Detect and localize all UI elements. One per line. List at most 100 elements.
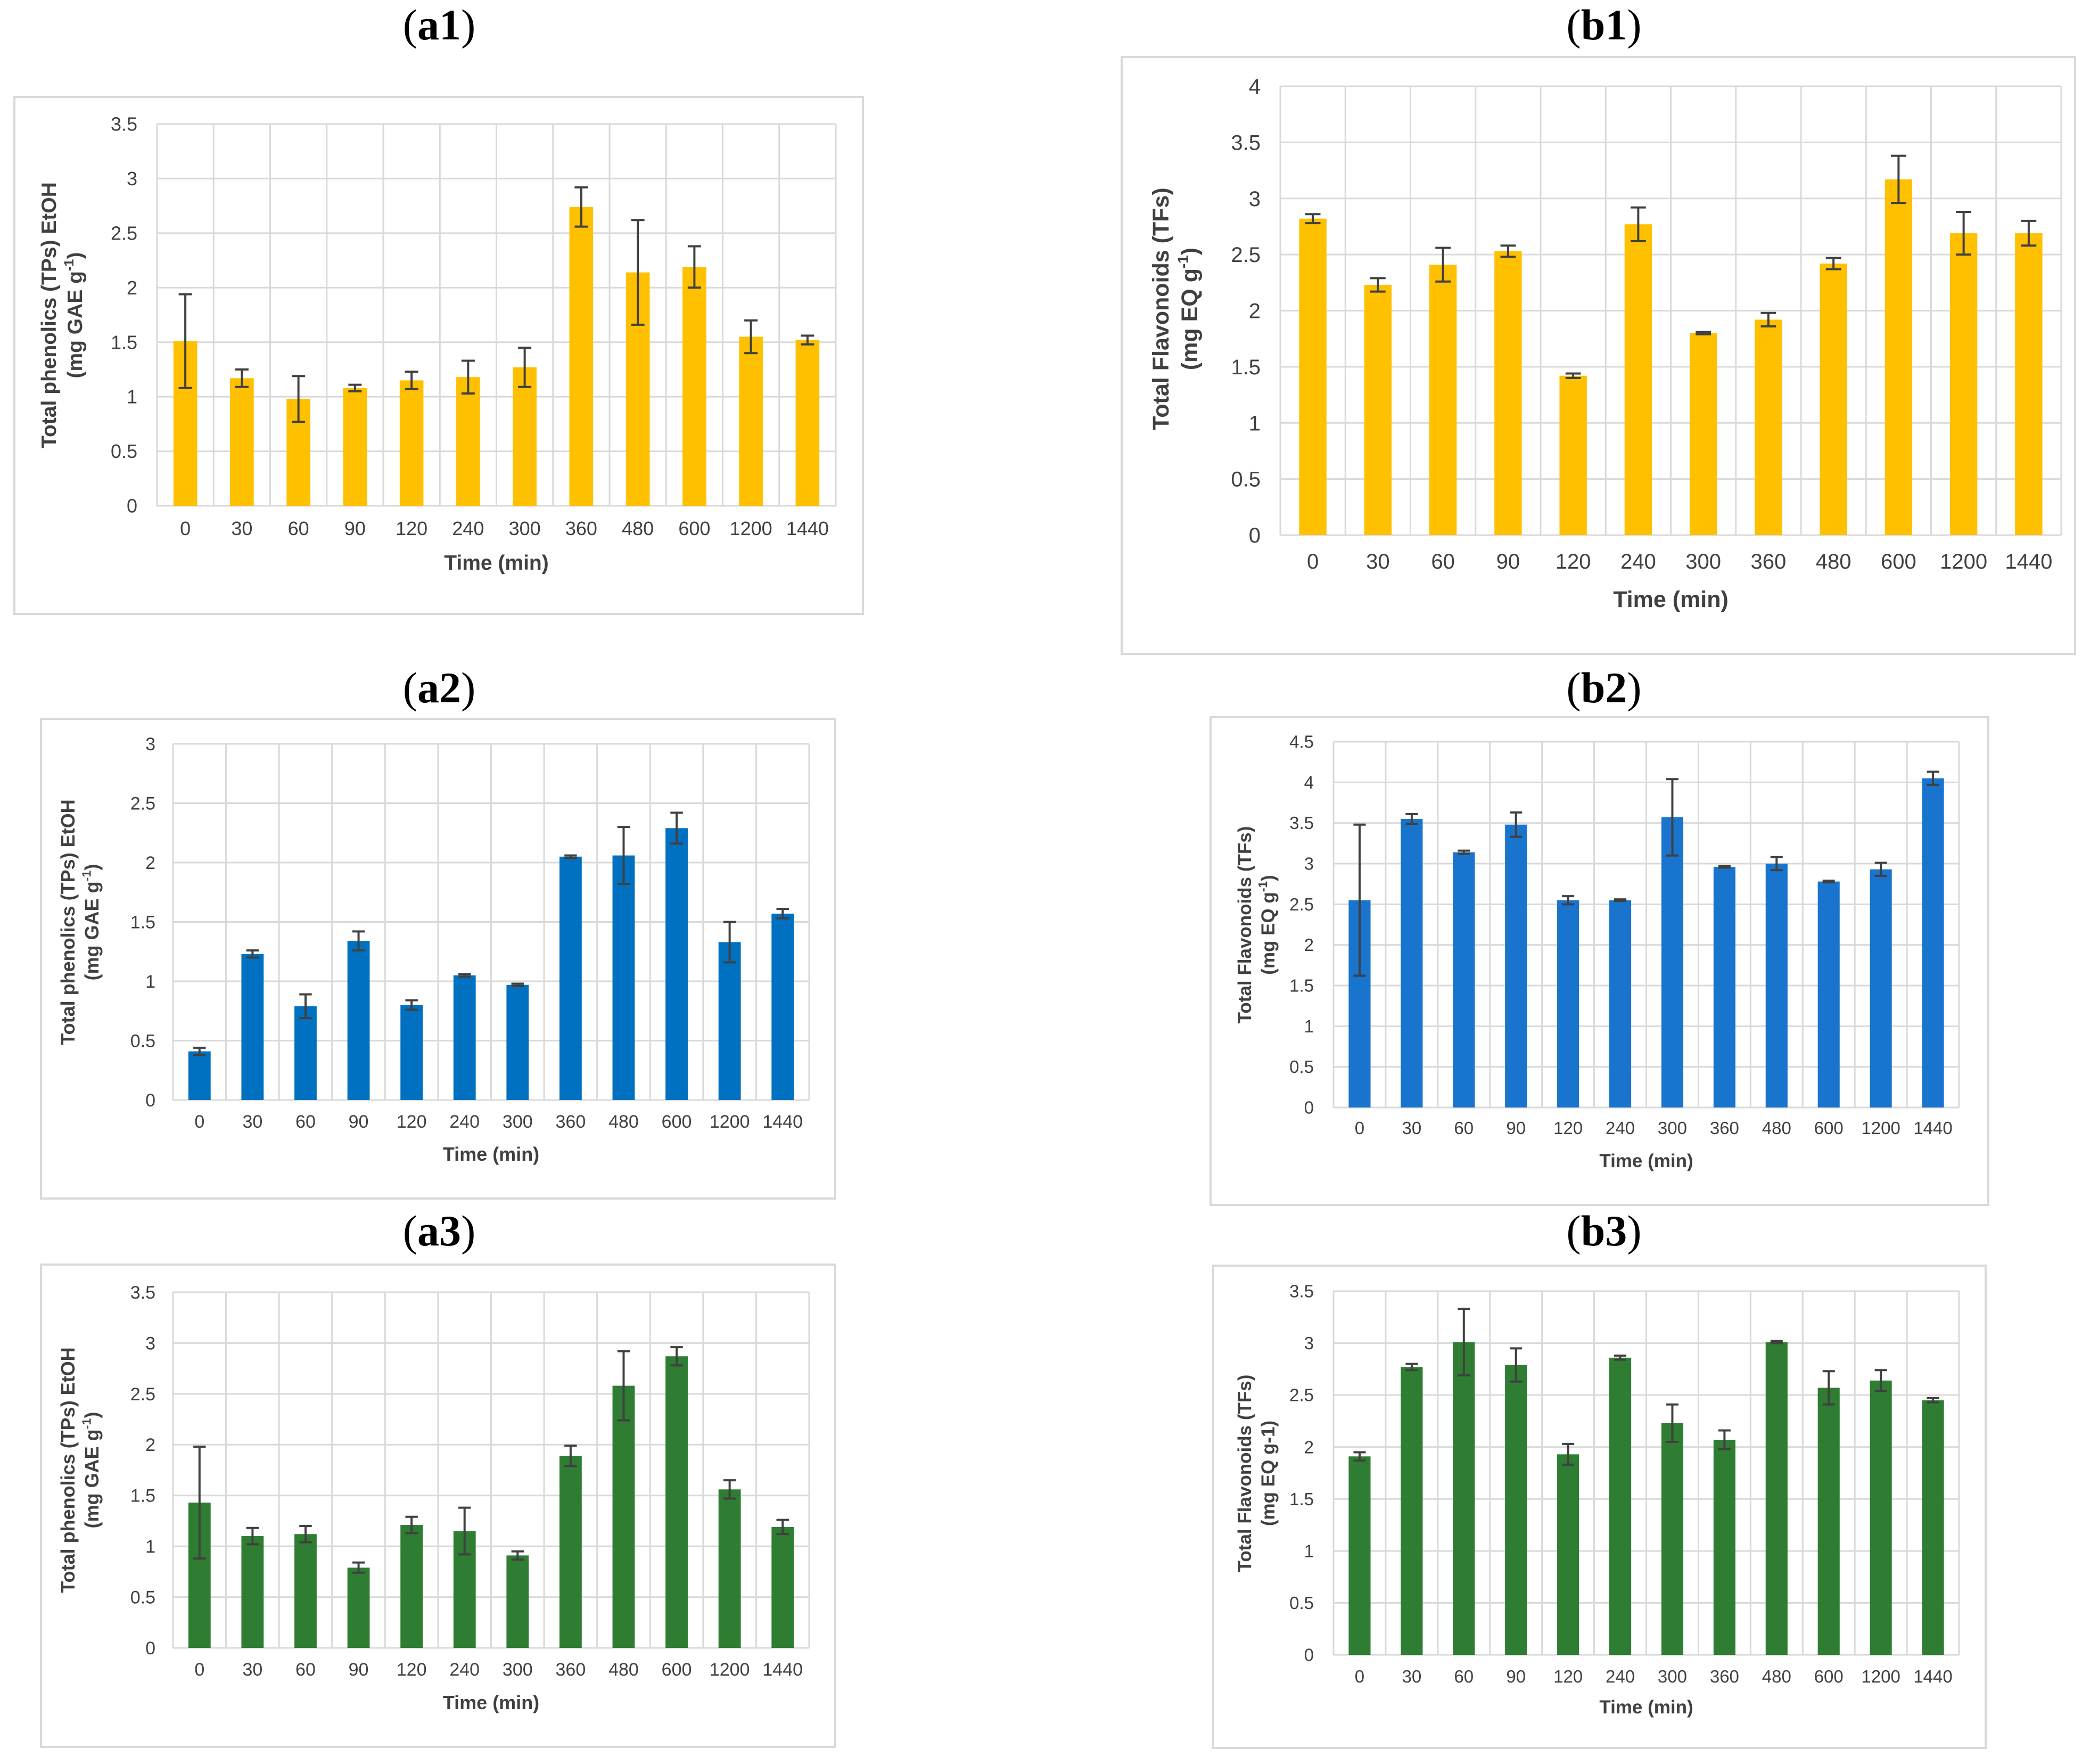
- x-tick-label: 1200: [730, 518, 772, 539]
- x-tick-label: 1200: [1940, 550, 1987, 573]
- y-tick-label: 1.5: [111, 331, 137, 353]
- y-tick-label: 3.5: [1289, 1282, 1314, 1301]
- y-tick-label: 2: [145, 1435, 155, 1455]
- y-tick-label: 2.5: [130, 1384, 155, 1405]
- x-tick-label: 1440: [2005, 550, 2052, 573]
- x-tick-label: 600: [662, 1112, 692, 1132]
- y-axis-title-line1: Total Flavonoids (TFs): [1235, 1375, 1255, 1572]
- y-axis-title-line2: (mg EQ g-1): [1175, 248, 1203, 370]
- x-tick-label: 120: [1553, 1667, 1583, 1686]
- bar: [682, 267, 706, 506]
- x-axis-title: Time (min): [1613, 587, 1729, 612]
- y-tick-label: 0: [1304, 1645, 1314, 1665]
- x-tick-label: 240: [1606, 1118, 1635, 1138]
- x-tick-label: 360: [556, 1112, 586, 1132]
- y-axis-title: Total Flavonoids (TFs) (mg EQ g-1): [1235, 826, 1279, 1024]
- x-tick-label: 60: [295, 1660, 316, 1680]
- x-tick-label: 1440: [762, 1660, 803, 1680]
- chart-a3: 0 0.5 1 1.5 2 2.5 3 3.5 0 30 60 90 120 240 300 360 480 60…: [57, 1283, 810, 1713]
- bar: [1453, 1342, 1475, 1655]
- y-tick-label: 0.5: [1289, 1593, 1314, 1613]
- y-axis-title-superscript: -1: [80, 1418, 94, 1430]
- y-tick-label: 3.5: [111, 113, 137, 135]
- chart-a1: 0 0.5 1 1.5 2 2.5 3 3.5 0 30 60 90 120 240 300 360 480 60…: [38, 113, 837, 575]
- panel-label: b3: [1581, 1207, 1627, 1255]
- x-tick-label: 60: [1454, 1118, 1474, 1138]
- y-axis-title: Total Flavonoids (TFs) (mg EQ g-1): [1235, 1375, 1279, 1572]
- bar: [1885, 179, 1913, 535]
- y-axis-title-line2: (mg EQ g-1): [1256, 875, 1279, 974]
- x-tick-label: 600: [1814, 1667, 1844, 1686]
- y-tick-label: 1: [127, 386, 137, 408]
- bar: [612, 1385, 635, 1648]
- x-tick-label: 120: [396, 518, 427, 539]
- x-tick-label: 1200: [710, 1112, 750, 1132]
- panel-title-a3: (a3): [402, 1207, 476, 1255]
- y-axis-title: Total phenolics (TPs) EtOH (mg GAE g-1): [38, 182, 87, 448]
- panel-label: b1: [1581, 1, 1627, 49]
- bar: [294, 1534, 317, 1648]
- x-tick-label: 0: [194, 1112, 204, 1132]
- bar: [1453, 852, 1475, 1107]
- bar: [612, 855, 635, 1100]
- y-tick-label: 0.5: [130, 1587, 155, 1607]
- x-axis-title: Time (min): [443, 1692, 539, 1713]
- chart-b1: 0 0.5 1 1.5 2 2.5 3 3.5 4 0 30 60 90 120 240 300 360 480 6…: [1148, 75, 2062, 612]
- y-tick-label: 0: [127, 495, 137, 517]
- x-axis-title: Time (min): [444, 552, 548, 575]
- y-axis-title: Total phenolics (TPs) EtOH (mg GAE g-1): [57, 1347, 103, 1593]
- panel-title-b2: (b2): [1566, 663, 1642, 712]
- bar: [559, 1456, 582, 1648]
- panel-title-a1: (a1): [402, 1, 476, 49]
- y-axis-title-line2: (mg GAE g-1): [80, 864, 103, 981]
- y-tick-label: 3: [1304, 1333, 1314, 1353]
- x-tick-label: 300: [509, 518, 541, 539]
- x-tick-label: 90: [344, 518, 366, 539]
- bar: [506, 1555, 529, 1648]
- bar: [1429, 265, 1457, 535]
- bar: [188, 1051, 211, 1100]
- bar: [1661, 1423, 1684, 1655]
- x-tick-label: 600: [1814, 1118, 1844, 1138]
- x-tick-label: 0: [1307, 550, 1319, 573]
- y-tick-label: 0.5: [1231, 468, 1261, 491]
- x-tick-label: 90: [1496, 550, 1520, 573]
- bar: [771, 1527, 794, 1648]
- y-tick-label: 0: [1304, 1098, 1314, 1118]
- y-tick-label: 1.5: [130, 912, 155, 932]
- x-tick-label: 120: [1553, 1118, 1583, 1138]
- bar: [343, 388, 367, 506]
- y-tick-label: 2: [145, 853, 155, 873]
- x-tick-label: 120: [397, 1112, 427, 1132]
- x-tick-label: 240: [449, 1660, 480, 1680]
- bar: [1765, 864, 1788, 1107]
- x-tick-label: 480: [608, 1112, 639, 1132]
- y-tick-label: 3: [127, 168, 137, 190]
- y-axis-title-end: ): [81, 864, 103, 871]
- x-tick-label: 300: [1685, 550, 1721, 573]
- panel-label: b2: [1581, 663, 1627, 712]
- x-tick-label: 1440: [786, 518, 829, 539]
- y-tick-label: 2: [1304, 1437, 1314, 1457]
- x-tick-label: 30: [1366, 550, 1390, 573]
- x-tick-label: 1200: [710, 1660, 750, 1680]
- x-tick-label: 360: [1710, 1667, 1739, 1686]
- bar: [1299, 218, 1327, 535]
- bar: [1559, 375, 1587, 535]
- bar: [1922, 1400, 1944, 1655]
- bar: [1870, 1380, 1892, 1655]
- x-axis-title: Time (min): [1599, 1151, 1693, 1171]
- bar: [230, 378, 254, 506]
- y-tick-label: 1: [1304, 1541, 1314, 1561]
- y-axis-title-superscript: -1: [1175, 255, 1191, 268]
- y-axis-title-superscript: -1: [1256, 881, 1270, 892]
- y-tick-label: 0: [145, 1090, 155, 1111]
- y-axis-title-superscript: -1: [62, 259, 77, 271]
- y-tick-label: 0: [1249, 524, 1261, 547]
- bar: [400, 1005, 423, 1100]
- y-tick-label: 1: [1304, 1016, 1314, 1036]
- bar: [241, 1536, 264, 1648]
- bar: [1505, 1365, 1527, 1655]
- bar: [1713, 867, 1735, 1107]
- bar: [1817, 881, 1840, 1107]
